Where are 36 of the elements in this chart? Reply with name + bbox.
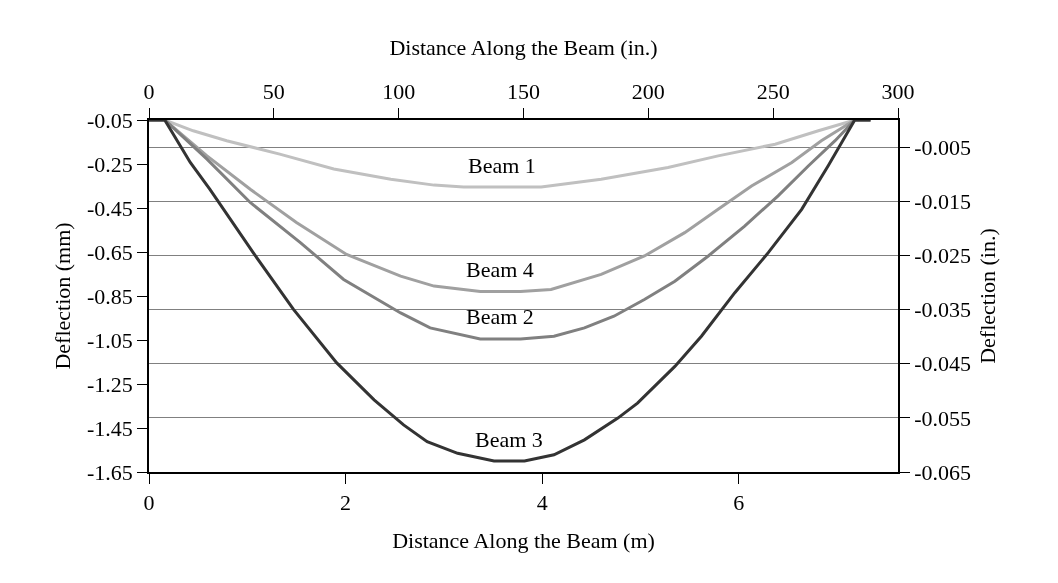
y2-tick-label: -0.035 (914, 297, 971, 323)
x2-tick-label: 100 (382, 79, 416, 105)
x2-axis-title: Distance Along the Beam (in.) (389, 34, 658, 60)
y-tick-label: -1.25 (87, 371, 133, 397)
x2-tick-label: 150 (507, 79, 540, 105)
x-tick-label: 4 (536, 490, 548, 516)
x-tick-label: 2 (340, 490, 352, 516)
y-tick-label: -0.05 (87, 107, 133, 133)
x2-tick-label: 0 (143, 79, 155, 105)
y-tick-label: -0.25 (87, 151, 133, 177)
y-tick-label: -1.65 (87, 459, 133, 485)
x-tick-label: 0 (143, 490, 155, 516)
y-tick-label: -1.45 (87, 415, 133, 441)
y2-tick-label: -0.055 (914, 405, 971, 431)
series-label: Beam 2 (466, 304, 534, 329)
y2-tick-label: -0.005 (914, 134, 971, 160)
x-axis-title: Distance Along the Beam (m) (392, 527, 655, 553)
series-label: Beam 4 (466, 257, 534, 282)
y2-tick-label: -0.065 (914, 459, 971, 485)
x2-tick-label: 50 (262, 79, 285, 105)
y-tick-label: -0.45 (87, 195, 133, 221)
x2-tick-label: 200 (631, 79, 665, 105)
line-series (149, 120, 872, 463)
y-tick-label: -0.65 (87, 239, 133, 265)
y-tick-label: -0.85 (87, 283, 133, 309)
series-label: Beam 3 (475, 427, 543, 452)
y2-tick-label: -0.045 (914, 351, 971, 377)
x-tick-label: 6 (733, 490, 745, 516)
y2-axis-title: Deflection (in.) (975, 228, 1001, 364)
x2-tick-label: 250 (756, 79, 790, 105)
series-label: Beam 1 (468, 153, 536, 178)
y-tick-label: -1.05 (87, 327, 133, 353)
y-axis-title: Deflection (mm) (50, 222, 76, 370)
x2-tick-label: 300 (881, 79, 915, 105)
y2-tick-label: -0.015 (914, 188, 971, 214)
y2-tick-label: -0.025 (914, 243, 971, 269)
